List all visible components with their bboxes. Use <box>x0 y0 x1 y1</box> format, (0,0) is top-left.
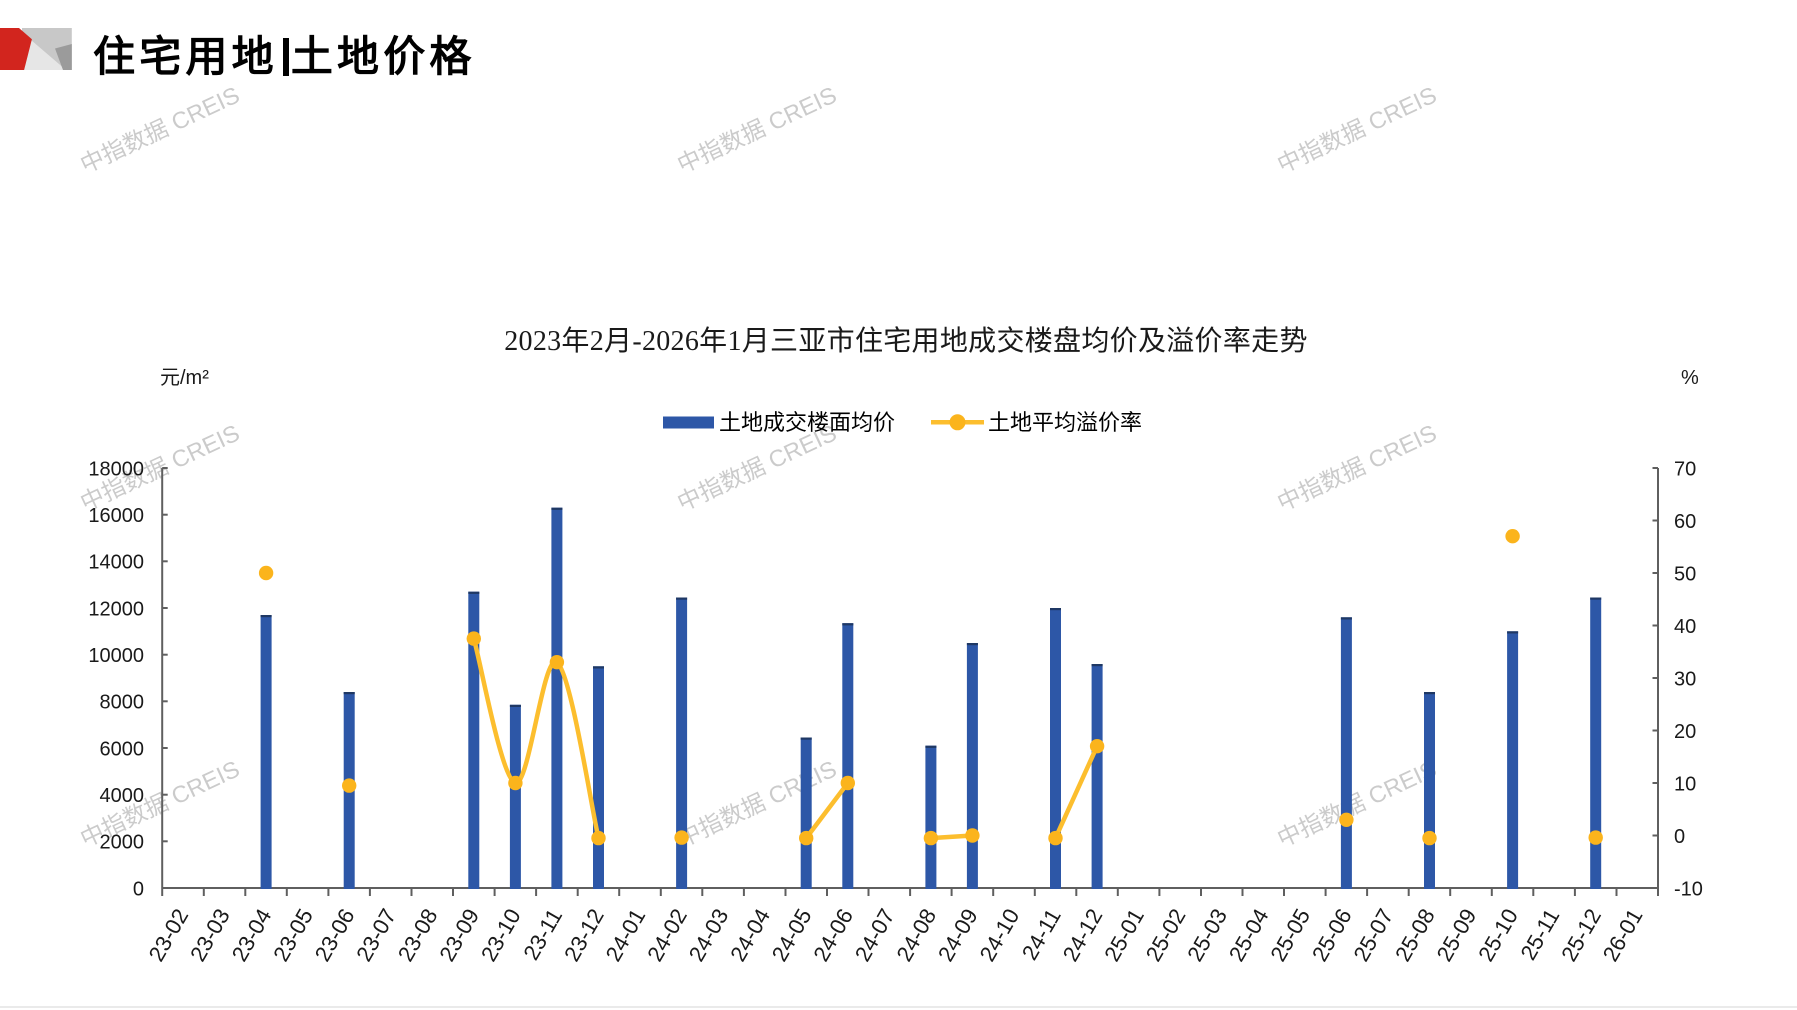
svg-text:23-04: 23-04 <box>227 904 277 965</box>
svg-text:2023年2月-2026年1月三亚市住宅用地成交楼盘均价及溢: 2023年2月-2026年1月三亚市住宅用地成交楼盘均价及溢价率走势 <box>504 325 1308 357</box>
svg-text:24-07: 24-07 <box>850 904 900 965</box>
svg-text:24-06: 24-06 <box>808 904 858 965</box>
svg-text:14000: 14000 <box>88 552 144 574</box>
svg-text:10: 10 <box>1674 773 1696 795</box>
svg-text:24-12: 24-12 <box>1058 904 1108 965</box>
svg-text:16000: 16000 <box>88 505 144 527</box>
svg-text:25-03: 25-03 <box>1182 904 1232 965</box>
svg-text:6000: 6000 <box>100 738 145 760</box>
svg-text:25-05: 25-05 <box>1265 904 1315 965</box>
svg-text:23-03: 23-03 <box>185 904 235 965</box>
svg-text:60: 60 <box>1674 511 1696 533</box>
svg-text:26-01: 26-01 <box>1598 904 1648 965</box>
svg-text:24-08: 24-08 <box>891 904 941 965</box>
svg-text:0: 0 <box>1674 826 1685 848</box>
svg-text:25-06: 25-06 <box>1307 904 1357 965</box>
svg-text:24-02: 24-02 <box>642 904 692 965</box>
svg-text:18000: 18000 <box>88 458 144 480</box>
svg-text:%: % <box>1681 367 1699 389</box>
svg-text:24-03: 24-03 <box>684 904 734 965</box>
svg-text:土地成交楼面均价: 土地成交楼面均价 <box>719 410 895 435</box>
svg-text:土地平均溢价率: 土地平均溢价率 <box>988 410 1142 435</box>
svg-text:24-04: 24-04 <box>725 904 775 965</box>
svg-text:元/m²: 元/m² <box>160 367 209 389</box>
svg-text:24-10: 24-10 <box>975 904 1025 965</box>
svg-text:0: 0 <box>133 878 144 900</box>
svg-text:20: 20 <box>1674 721 1696 743</box>
svg-text:23-02: 23-02 <box>144 904 194 965</box>
svg-text:24-11: 24-11 <box>1017 904 1066 964</box>
svg-text:50: 50 <box>1674 563 1696 585</box>
svg-text:70: 70 <box>1674 458 1696 480</box>
svg-text:23-10: 23-10 <box>476 904 526 965</box>
svg-text:25-07: 25-07 <box>1348 904 1398 965</box>
svg-text:23-11: 23-11 <box>518 904 567 964</box>
svg-text:30: 30 <box>1674 668 1696 690</box>
svg-text:8000: 8000 <box>100 692 145 714</box>
svg-text:23-08: 23-08 <box>393 904 443 965</box>
svg-text:23-06: 23-06 <box>310 904 360 965</box>
svg-text:23-07: 23-07 <box>351 904 401 965</box>
svg-text:25-02: 25-02 <box>1141 904 1191 965</box>
svg-text:25-08: 25-08 <box>1390 904 1440 965</box>
svg-text:25-10: 25-10 <box>1473 904 1523 965</box>
svg-text:24-05: 24-05 <box>767 904 817 965</box>
svg-text:25-12: 25-12 <box>1556 904 1606 965</box>
svg-text:23-12: 23-12 <box>559 904 609 965</box>
svg-text:40: 40 <box>1674 616 1696 638</box>
svg-text:25-09: 25-09 <box>1432 904 1482 965</box>
svg-text:12000: 12000 <box>88 598 144 620</box>
svg-text:23-09: 23-09 <box>434 904 484 965</box>
svg-text:2000: 2000 <box>100 832 145 854</box>
svg-text:23-05: 23-05 <box>268 904 318 965</box>
svg-text:25-11: 25-11 <box>1515 904 1564 964</box>
svg-text:-10: -10 <box>1674 878 1703 900</box>
svg-text:24-01: 24-01 <box>601 904 651 965</box>
svg-text:4000: 4000 <box>100 785 145 807</box>
svg-text:10000: 10000 <box>88 645 144 667</box>
svg-text:24-09: 24-09 <box>933 904 983 965</box>
svg-text:25-01: 25-01 <box>1099 904 1149 965</box>
svg-text:25-04: 25-04 <box>1224 904 1274 965</box>
